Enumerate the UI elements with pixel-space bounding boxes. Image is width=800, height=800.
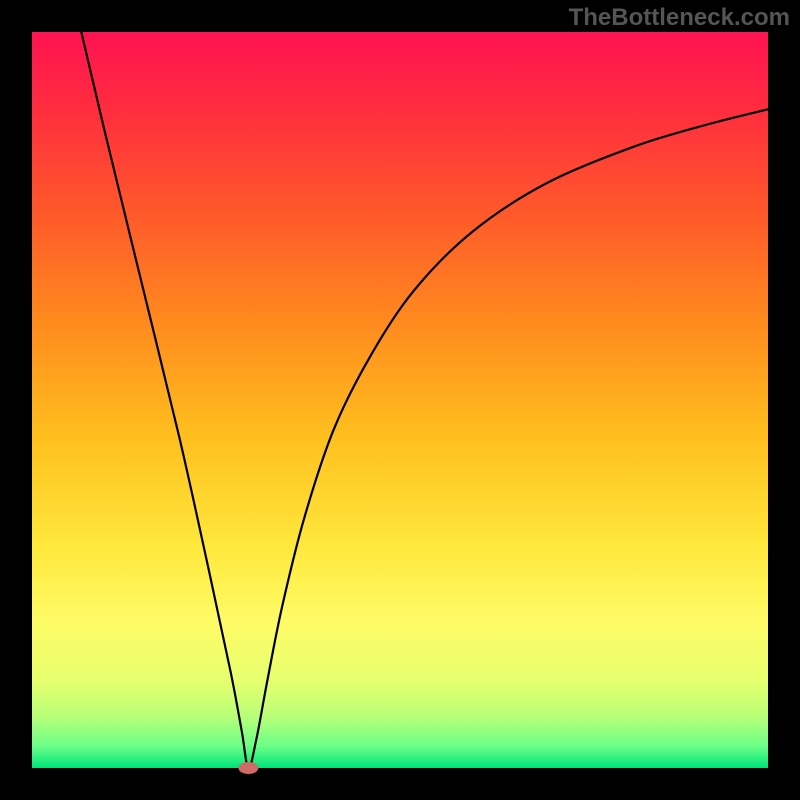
minimum-marker: [238, 762, 258, 774]
bottleneck-chart: [0, 0, 800, 800]
plot-background: [32, 32, 768, 768]
figure-container: TheBottleneck.com: [0, 0, 800, 800]
